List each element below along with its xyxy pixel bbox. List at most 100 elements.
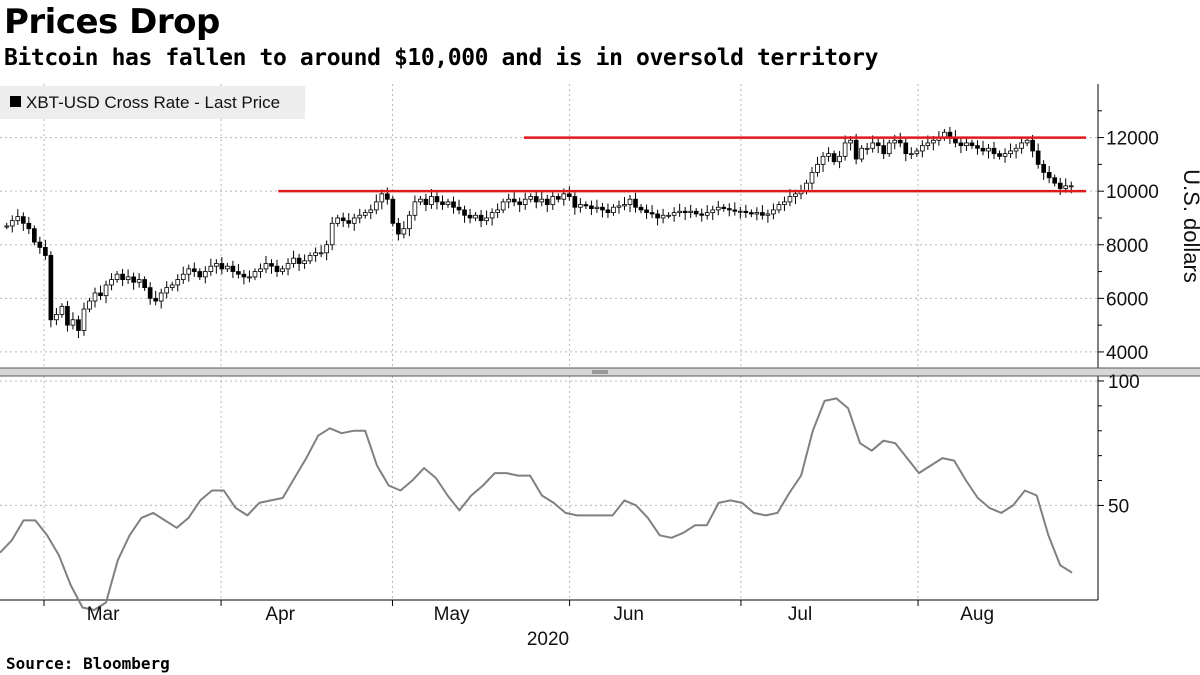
candle [710,205,716,221]
candle [202,266,208,284]
candle [754,207,760,221]
candle [368,204,374,220]
rsi-y-tick-label: 50 [1108,496,1129,517]
gridlines [0,84,1098,600]
candle [131,272,136,290]
candle [451,196,456,214]
y-tick-label: 12000 [1106,129,1159,150]
candle [489,208,495,226]
candle [528,193,534,203]
candle [1035,143,1041,169]
legend-background [0,86,305,119]
candle [572,192,578,215]
source-note: Source: Bloomberg [6,654,170,673]
candle [544,194,550,213]
candle [903,138,909,162]
candle [197,268,203,281]
candle [9,215,15,233]
candle [688,204,694,218]
legend-label: XBT-USD Cross Rate - Last Price [26,93,280,112]
candle [908,147,914,160]
candle [20,212,26,231]
y-axis-label: U.S. dollars [1179,169,1200,283]
candle [340,212,346,228]
candle [484,210,489,225]
axis-ticks: Mar Apr May Jun Jul Aug 4000 6000 8000 10000 12000… [43,110,1159,625]
price-candles [4,126,1074,338]
candle [627,194,633,213]
x-tick-label: Jul [788,604,812,625]
y-tick-label: 8000 [1106,236,1148,257]
legend: XBT-USD Cross Rate - Last Price [0,86,305,119]
candle [660,208,666,224]
candle [32,225,37,246]
candle [191,262,197,277]
candle [208,258,214,276]
candle [771,203,776,220]
candle [258,263,263,278]
candle [820,152,826,172]
rsi-y-tick-label: 100 [1108,372,1140,393]
candle [175,274,181,292]
candle [533,191,539,209]
candle [269,259,274,274]
candle [749,209,754,218]
candle [1041,160,1046,180]
candle [396,217,401,241]
candle [125,269,131,284]
candle [462,205,467,223]
candle [991,141,997,160]
candle [859,145,864,163]
rsi-panel [0,397,1073,611]
candle [522,192,528,210]
candle [622,197,627,211]
chart-title: Prices Drop [4,2,220,42]
candle [120,268,125,287]
candle [357,208,363,224]
candle [302,254,307,269]
candle [737,206,743,219]
candle [4,222,10,230]
candle [655,209,660,226]
candle [682,206,688,221]
candle [373,194,379,215]
candle [986,144,991,159]
candle [875,138,881,154]
candle [589,200,594,216]
candle [1013,144,1019,159]
candle [699,208,705,222]
candle [252,268,258,281]
candle [947,126,953,145]
x-tick-label: Apr [265,604,295,625]
candle [500,198,506,214]
candle [809,167,815,190]
candle [815,156,820,177]
candle [638,204,644,214]
x-tick-label: May [434,604,470,625]
resistance-lines [278,136,1086,193]
candle [776,201,782,214]
candle [456,199,462,215]
candle [346,213,352,228]
candle [142,276,147,291]
candle [897,132,903,148]
candle [48,251,54,328]
candle [70,312,76,330]
candle [1046,165,1052,184]
candle [721,204,727,212]
candle [379,189,385,210]
candle [633,192,638,213]
candle [914,147,920,157]
candle [942,129,947,141]
candle [169,281,175,291]
candle [583,201,589,210]
candle [219,257,225,275]
candle [15,209,21,225]
candle [76,315,81,338]
candle [247,270,252,283]
candle [958,138,964,154]
candle [26,216,32,235]
candle [296,253,302,272]
candle [649,205,655,219]
